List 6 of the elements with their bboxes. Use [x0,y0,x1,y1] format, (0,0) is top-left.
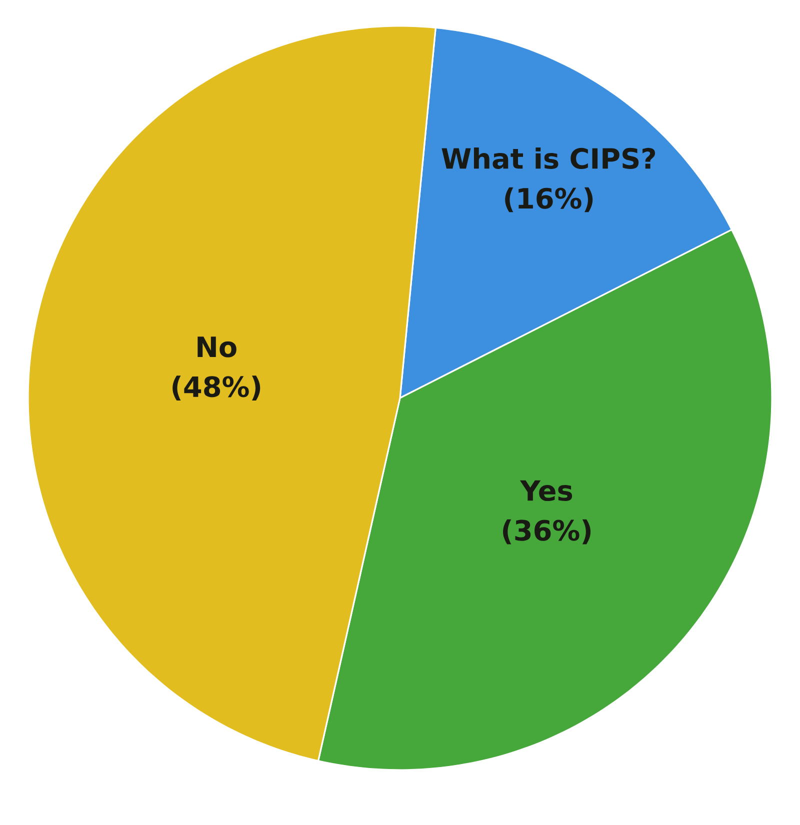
slice-label: No [198,336,236,358]
data-label: (16%) [505,187,593,212]
slice-label: Yes [520,480,572,502]
slice-label: What is CIPS? [442,147,656,170]
data-label: (36%) [503,519,591,544]
data-label: (48%) [172,376,260,401]
